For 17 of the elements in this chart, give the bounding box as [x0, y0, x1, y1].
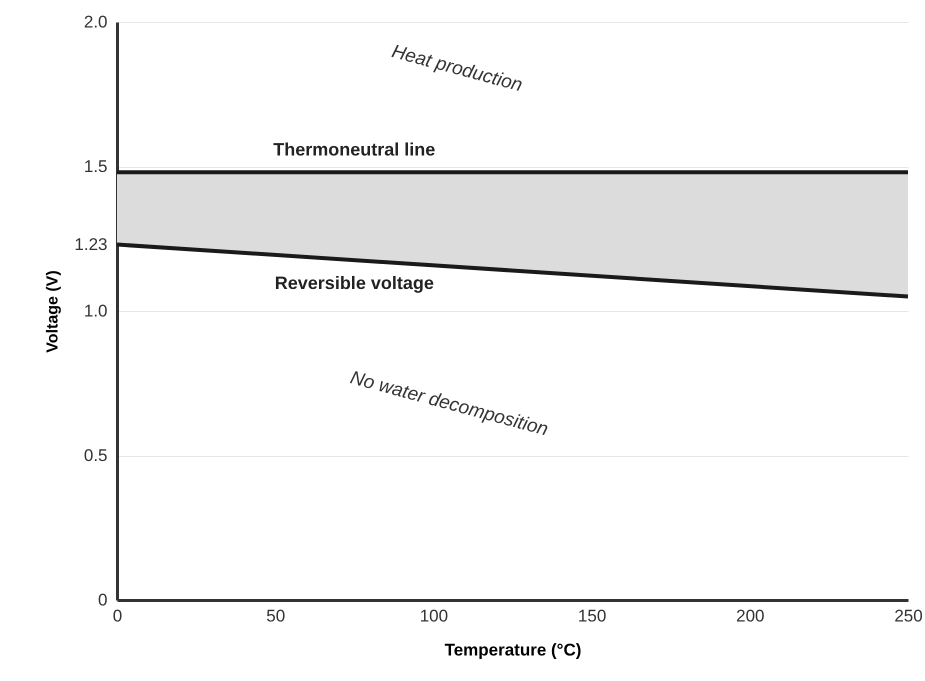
x-tick-label: 150: [578, 606, 606, 626]
y-tick-label: 1.5: [84, 157, 108, 176]
annotation: Heat production: [389, 41, 525, 96]
series-label: Thermoneutral line: [273, 139, 436, 160]
y-axis-title: Voltage (V): [44, 270, 62, 353]
x-tick-label: 250: [894, 606, 923, 626]
x-axis-title: Temperature (°C): [444, 640, 582, 660]
x-tick-label: 0: [112, 606, 122, 626]
y-tick-label: 1.0: [84, 302, 108, 320]
x-tick-label: 200: [736, 606, 764, 626]
y-tick-label: 0: [98, 590, 108, 610]
x-tick-label: 100: [420, 606, 448, 626]
x-tick-label: 50: [266, 606, 286, 626]
series-label: Reversible voltage: [274, 273, 434, 294]
y-tick-label: 1.23: [74, 235, 108, 254]
y-tick-label: 0.5: [84, 446, 108, 465]
y-tick-label: 2.0: [84, 12, 108, 32]
